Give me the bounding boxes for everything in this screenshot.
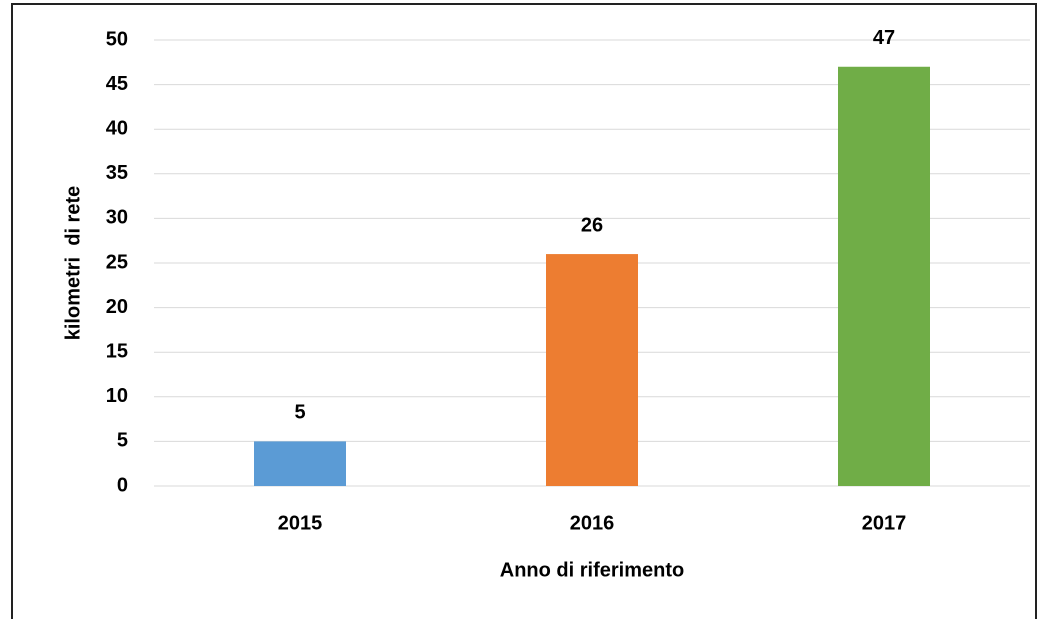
frame	[11, 3, 1037, 619]
y-tick-label: 10	[106, 385, 128, 407]
y-tick-label: 35	[106, 162, 128, 184]
bar	[254, 441, 346, 486]
y-tick-label: 5	[117, 430, 128, 452]
data-label: 5	[294, 402, 305, 424]
y-tick-label: 30	[106, 207, 128, 229]
x-axis-title: Anno di riferimento	[500, 559, 684, 581]
y-tick-label: 50	[106, 28, 128, 50]
y-tick-label: 25	[106, 251, 128, 273]
y-tick-label: 20	[106, 296, 128, 318]
x-tick-label: 2016	[570, 512, 615, 534]
x-tick-label: 2015	[278, 512, 323, 534]
y-axis-title: kilometri di rete	[62, 186, 84, 341]
x-tick-label: 2017	[862, 512, 907, 534]
y-tick-label: 15	[106, 340, 128, 362]
data-label: 26	[581, 214, 603, 236]
y-tick-label: 45	[106, 73, 128, 95]
y-tick-label: 0	[117, 474, 128, 496]
bar	[838, 66, 930, 486]
bar	[546, 254, 638, 486]
y-tick-label: 40	[106, 117, 128, 139]
data-label: 47	[873, 27, 895, 49]
